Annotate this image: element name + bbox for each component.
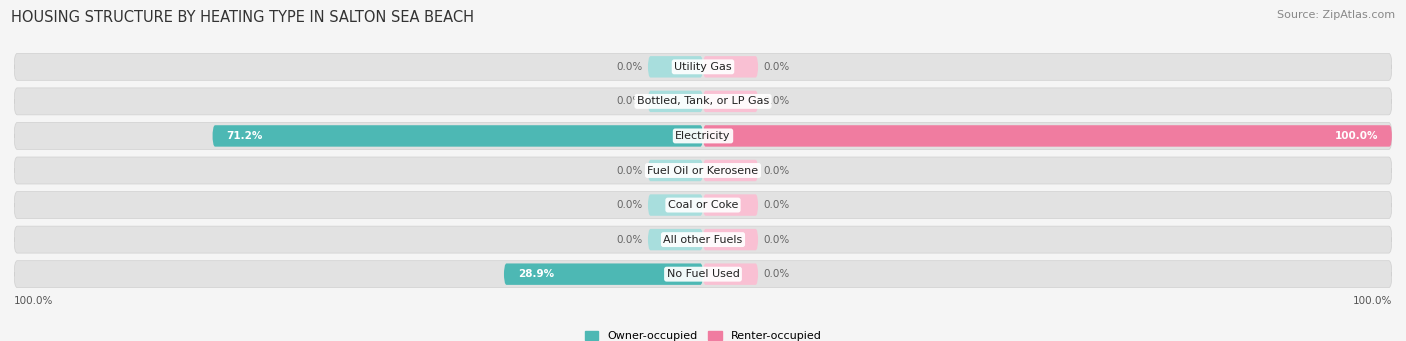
FancyBboxPatch shape xyxy=(648,194,703,216)
Text: All other Fuels: All other Fuels xyxy=(664,235,742,244)
FancyBboxPatch shape xyxy=(14,88,1392,115)
Text: 28.9%: 28.9% xyxy=(517,269,554,279)
Text: Bottled, Tank, or LP Gas: Bottled, Tank, or LP Gas xyxy=(637,97,769,106)
FancyBboxPatch shape xyxy=(648,160,703,181)
FancyBboxPatch shape xyxy=(14,122,1392,149)
Text: Fuel Oil or Kerosene: Fuel Oil or Kerosene xyxy=(647,165,759,176)
Text: Electricity: Electricity xyxy=(675,131,731,141)
Text: 0.0%: 0.0% xyxy=(763,200,790,210)
Text: 0.0%: 0.0% xyxy=(763,235,790,244)
FancyBboxPatch shape xyxy=(14,261,1392,288)
FancyBboxPatch shape xyxy=(648,56,703,77)
Text: 100.0%: 100.0% xyxy=(1353,296,1392,306)
FancyBboxPatch shape xyxy=(14,226,1392,253)
Text: 100.0%: 100.0% xyxy=(14,296,53,306)
Text: 0.0%: 0.0% xyxy=(763,62,790,72)
Text: 0.0%: 0.0% xyxy=(616,62,643,72)
FancyBboxPatch shape xyxy=(703,91,758,112)
Text: HOUSING STRUCTURE BY HEATING TYPE IN SALTON SEA BEACH: HOUSING STRUCTURE BY HEATING TYPE IN SAL… xyxy=(11,10,474,25)
Text: 0.0%: 0.0% xyxy=(616,97,643,106)
Text: No Fuel Used: No Fuel Used xyxy=(666,269,740,279)
FancyBboxPatch shape xyxy=(503,264,703,285)
Text: 0.0%: 0.0% xyxy=(763,97,790,106)
FancyBboxPatch shape xyxy=(648,229,703,250)
Text: 71.2%: 71.2% xyxy=(226,131,263,141)
FancyBboxPatch shape xyxy=(14,192,1392,219)
Text: Coal or Coke: Coal or Coke xyxy=(668,200,738,210)
Text: 0.0%: 0.0% xyxy=(616,200,643,210)
Text: 100.0%: 100.0% xyxy=(1334,131,1378,141)
Text: 0.0%: 0.0% xyxy=(616,235,643,244)
FancyBboxPatch shape xyxy=(14,157,1392,184)
Text: Source: ZipAtlas.com: Source: ZipAtlas.com xyxy=(1277,10,1395,20)
FancyBboxPatch shape xyxy=(703,264,758,285)
Text: 0.0%: 0.0% xyxy=(616,165,643,176)
FancyBboxPatch shape xyxy=(703,229,758,250)
Text: Utility Gas: Utility Gas xyxy=(675,62,731,72)
FancyBboxPatch shape xyxy=(14,53,1392,80)
Legend: Owner-occupied, Renter-occupied: Owner-occupied, Renter-occupied xyxy=(585,331,821,341)
Text: 0.0%: 0.0% xyxy=(763,269,790,279)
FancyBboxPatch shape xyxy=(703,56,758,77)
FancyBboxPatch shape xyxy=(648,91,703,112)
FancyBboxPatch shape xyxy=(703,160,758,181)
FancyBboxPatch shape xyxy=(703,194,758,216)
FancyBboxPatch shape xyxy=(212,125,703,147)
FancyBboxPatch shape xyxy=(703,125,1392,147)
Text: 0.0%: 0.0% xyxy=(763,165,790,176)
